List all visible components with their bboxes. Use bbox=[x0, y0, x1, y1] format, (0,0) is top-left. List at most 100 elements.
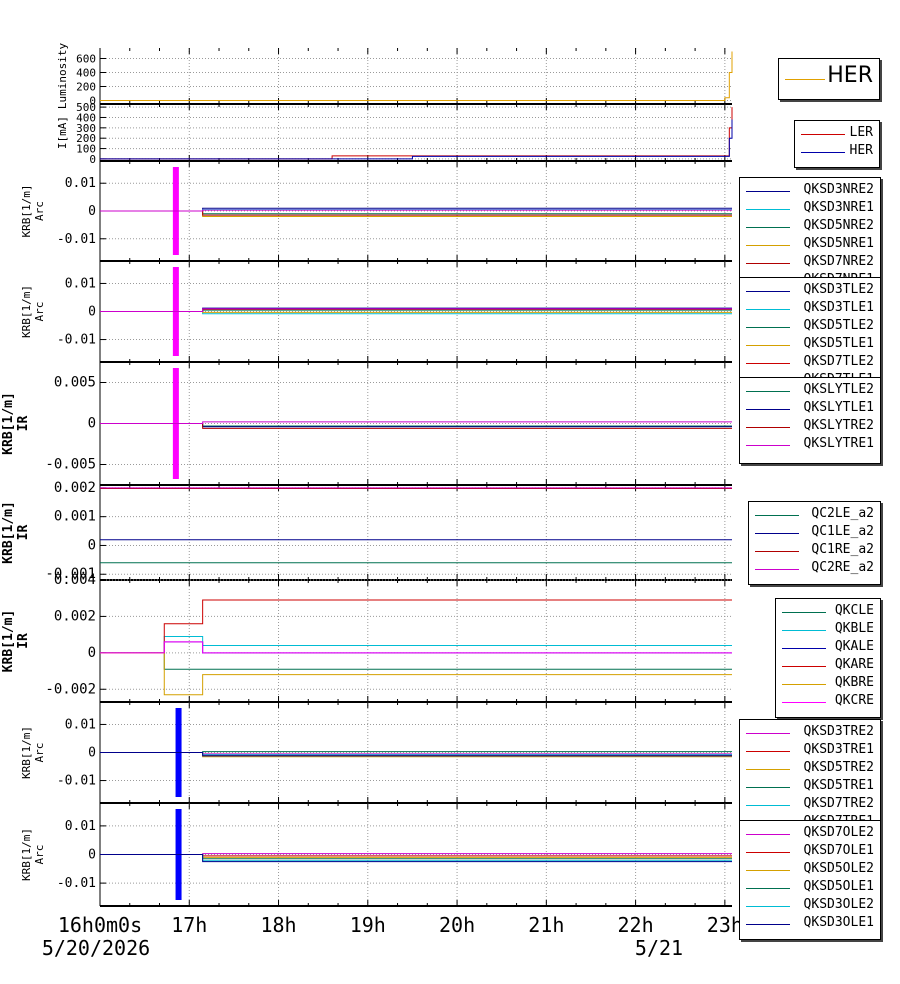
time-tick-label: 22h bbox=[618, 913, 654, 937]
y-tick-label: 0 bbox=[88, 537, 96, 553]
legend-swatch bbox=[746, 852, 790, 853]
y-axis-sublabel: Arc bbox=[33, 845, 46, 865]
panel-arc-ol: -0.01 0 0.01 KRB[1/m] Arc bbox=[20, 803, 732, 907]
legend-entry-label: QKSD7TLE2 bbox=[803, 354, 874, 369]
legend-entry-label: QKSLYTLE2 bbox=[803, 382, 874, 397]
legend-swatch bbox=[746, 191, 790, 192]
y-axis-sublabel: Arc bbox=[33, 302, 46, 322]
legend-entry-label: QKSD5TLE1 bbox=[803, 336, 874, 351]
legend-swatch bbox=[746, 888, 790, 889]
legend-swatch bbox=[755, 551, 799, 552]
y-axis-sublabel: IR bbox=[16, 525, 31, 541]
panel-arc-ne: -0.01 0 0.01 KRB[1/m] Arc bbox=[20, 161, 732, 262]
legend-entry-label: QKSD3NRE1 bbox=[803, 200, 874, 215]
y-tick-label: 0.01 bbox=[65, 276, 96, 291]
y-tick-label: -0.01 bbox=[57, 774, 96, 789]
legend-swatch bbox=[782, 648, 826, 649]
time-tick-label: 16h0m0s bbox=[58, 913, 142, 937]
legend-entry-label: QKSD3TRE1 bbox=[803, 742, 874, 757]
y-tick-label: 0 bbox=[88, 746, 96, 761]
legend-swatch bbox=[746, 769, 790, 770]
legend-swatch bbox=[746, 870, 790, 871]
y-tick-label: 400 bbox=[76, 111, 96, 124]
legend-entry-label: QKBRE bbox=[834, 675, 874, 690]
legend-swatch bbox=[746, 291, 790, 292]
legend-arc-tl: QKSD3TLE2 QKSD3TLE1 QKSD5TLE2 QKSD5TLE1 QKSD… bbox=[739, 277, 881, 394]
legend-entry-label: QKCRE bbox=[834, 693, 874, 708]
legend-ir-qc: QC2LE_a2 QC1LE_a2 QC1RE_a2 QC2RE_a2 bbox=[748, 501, 881, 585]
y-axis-label: KRB[1/m] bbox=[20, 828, 33, 881]
legend-entry-label: QKSLYTRE2 bbox=[803, 418, 874, 433]
y-tick-label: 0 bbox=[88, 305, 96, 320]
y-tick-label: 0.01 bbox=[65, 819, 96, 834]
y-tick-label: 300 bbox=[76, 122, 96, 135]
y-tick-label: 0.001 bbox=[54, 509, 96, 525]
legend-entry-label: QKSD5OLE1 bbox=[803, 879, 874, 894]
legend-swatch bbox=[785, 79, 825, 80]
y-tick-label: 200 bbox=[76, 81, 96, 94]
legend-entry-label: QKSD5OLE2 bbox=[803, 861, 874, 876]
legend-entry-label: QKSD5NRE1 bbox=[803, 236, 874, 251]
legend-swatch bbox=[746, 327, 790, 328]
legend-swatch bbox=[755, 533, 799, 534]
y-tick-label: 0.002 bbox=[54, 480, 96, 496]
y-tick-label: 0 bbox=[88, 416, 96, 432]
legend-entry-label: QC2LE_a2 bbox=[811, 506, 874, 521]
time-tick-label: 18h bbox=[260, 913, 296, 937]
legend-swatch bbox=[746, 263, 790, 264]
start-date-label: 5/20/2026 bbox=[42, 936, 150, 960]
legend-entry-label: QKARE bbox=[834, 657, 874, 672]
legend-entry-label: QKSD3TLE2 bbox=[803, 282, 874, 297]
y-axis-label: KRB[1/m] bbox=[20, 285, 33, 338]
y-tick-label: 0 bbox=[88, 848, 96, 863]
legend-entry-label: QC2RE_a2 bbox=[811, 560, 874, 575]
y-axis-label: KRB[1/m] bbox=[20, 726, 33, 779]
legend-swatch bbox=[782, 702, 826, 703]
legend-entry-label: QKSD3OLE1 bbox=[803, 915, 874, 930]
y-axis-sublabel: Arc bbox=[33, 743, 46, 763]
legend-swatch bbox=[782, 612, 826, 613]
legend-swatch bbox=[782, 666, 826, 667]
legend-entry-label: QC1RE_a2 bbox=[811, 542, 874, 557]
series-line-qksd7tre1 bbox=[100, 752, 732, 757]
y-tick-label: 0.004 bbox=[54, 572, 96, 588]
legend-swatch bbox=[746, 445, 790, 446]
legend-swatch bbox=[801, 152, 845, 153]
y-axis-label: Luminosity bbox=[56, 43, 69, 110]
legend-entry-label: HER bbox=[827, 63, 873, 88]
legend-entry-label: QKSD5TRE1 bbox=[803, 778, 874, 793]
legend-swatch bbox=[746, 209, 790, 210]
legend-entry-label: LER bbox=[849, 125, 873, 140]
legend-swatch bbox=[746, 309, 790, 310]
series-line-qkcre bbox=[100, 641, 732, 654]
legend-entry-label: QKBLE bbox=[834, 621, 874, 636]
legend-swatch bbox=[746, 805, 790, 806]
legend-entry-label: QKSD3TLE1 bbox=[803, 300, 874, 315]
series-line-her bbox=[100, 51, 733, 101]
legend-swatch bbox=[801, 134, 845, 135]
legend-luminosity: HER bbox=[778, 58, 880, 100]
legend-entry-label: QKCLE bbox=[834, 603, 874, 618]
y-tick-label: -0.001 bbox=[45, 566, 96, 582]
legend-entry-label: QKALE bbox=[834, 639, 874, 654]
legend-swatch bbox=[782, 630, 826, 631]
y-tick-label: 600 bbox=[76, 53, 96, 66]
y-tick-label: 0.01 bbox=[65, 717, 96, 732]
legend-swatch bbox=[746, 363, 790, 364]
y-tick-label: 0.005 bbox=[54, 375, 96, 391]
legend-ir-qk: QKCLE QKBLE QKALE QKARE QKBRE QKCRE bbox=[775, 598, 881, 718]
y-tick-label: 0 bbox=[89, 95, 96, 108]
legend-entry-label: QC1LE_a2 bbox=[811, 524, 874, 539]
y-tick-label: -0.002 bbox=[45, 681, 96, 697]
legend-swatch bbox=[746, 409, 790, 410]
legend-arc-ne: QKSD3NRE2 QKSD3NRE1 QKSD5NRE2 QKSD5NRE1 QKSD… bbox=[739, 177, 881, 294]
y-tick-label: 200 bbox=[76, 132, 96, 145]
panel-ir-qc: -0.001 0 0.001 0.002 KRB[1/m] IR bbox=[1, 480, 732, 582]
legend-entry-label: HER bbox=[849, 143, 873, 158]
series-line-qksd7tle1 bbox=[100, 308, 732, 312]
time-tick-label: 17h bbox=[171, 913, 207, 937]
time-tick-label: 23h bbox=[707, 913, 743, 937]
legend-entry-label: QKSD3NRE2 bbox=[803, 182, 874, 197]
